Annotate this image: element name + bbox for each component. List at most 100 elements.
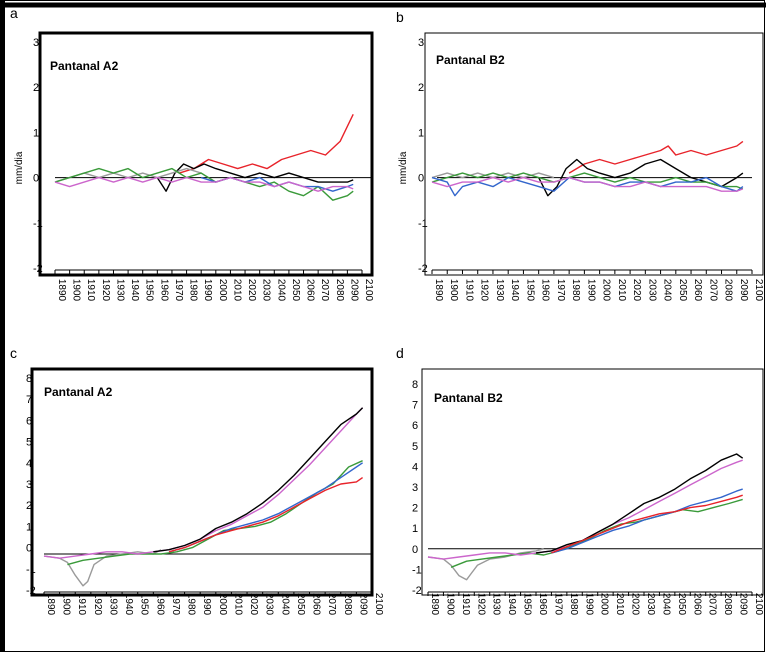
x-tick-label: 1990: [585, 279, 596, 302]
x-tick-label: 2060: [311, 593, 322, 616]
series-line-3: [43, 407, 364, 559]
y-tick-label: 2: [33, 82, 39, 94]
y-tick-label: 6: [26, 415, 32, 427]
x-tick-label: 1920: [100, 279, 111, 302]
series-line-4: [54, 167, 354, 201]
y-tick-label: 7: [26, 394, 32, 406]
panel-label-a: a: [10, 5, 18, 21]
plot-frame-d: [421, 368, 764, 596]
x-tick-label: 2050: [295, 593, 306, 616]
x-tick-label: 1970: [170, 593, 181, 616]
y-tick-label: -1: [33, 218, 43, 230]
y-tick-label: 2: [412, 503, 418, 515]
x-tick-label: 1930: [494, 279, 505, 302]
panel-title-b: Pantanal B2: [436, 53, 505, 67]
series-group-d: [427, 453, 744, 581]
y-tick-label: 1: [418, 127, 424, 139]
x-tick-label: 2090: [348, 279, 359, 302]
x-tick-label: 2020: [248, 593, 259, 616]
y-tick-label: 0: [33, 173, 39, 185]
x-tick-label: 2030: [646, 279, 657, 302]
x-tick-label: 1930: [114, 279, 125, 302]
y-tick-label: 3: [33, 37, 39, 49]
y-tick-label: 0: [26, 543, 32, 555]
y-tick-label: 0: [412, 544, 418, 556]
x-tick-label: 1960: [158, 279, 169, 302]
series-group-c: [43, 407, 364, 587]
panel-title-c: Pantanal A2: [44, 385, 113, 399]
x-tick-label: 2100: [753, 593, 764, 616]
series-line-6: [54, 176, 354, 192]
series-line-4: [535, 453, 744, 554]
x-tick-label: 1910: [463, 279, 474, 302]
x-tick-label: 2090: [738, 593, 749, 616]
y-tick-label: 3: [412, 482, 418, 494]
panel-b: b Pantanal B2 mm/dia 3 2 1 0 -1 -2 1890 1900 19…: [396, 9, 764, 302]
y-tick-label: 6: [412, 420, 418, 432]
plot-frame-a: [38, 31, 374, 277]
y-tick-label: 4: [412, 461, 418, 473]
x-tick-label: 2030: [261, 279, 272, 302]
y-tick-label: -2: [26, 585, 36, 597]
y-tick-label: 1: [33, 127, 39, 139]
x-tick-label: 1960: [540, 279, 551, 302]
x-tick-label: 1970: [555, 279, 566, 302]
x-tick-label: 2020: [631, 279, 642, 302]
y-tick-label: 3: [26, 479, 32, 491]
series-line-6: [168, 477, 363, 553]
x-tick-label: 2030: [645, 593, 656, 616]
series-line-1: [43, 549, 162, 587]
y-tick-label: 3: [418, 37, 424, 49]
y-tick-label: 4: [26, 458, 32, 470]
x-tick-label: 1900: [444, 593, 455, 616]
x-tick-label: 1940: [129, 279, 140, 302]
y-tick-label: -1: [26, 564, 36, 576]
x-ticks-d: 1890 1900 1910 1920 1930 1940 1950 1960 1970 1980…: [427, 591, 764, 616]
x-tick-label: 2070: [326, 593, 337, 616]
panel-label-c: c: [10, 345, 17, 361]
x-tick-label: 1910: [85, 279, 96, 302]
x-tick-label: 1920: [92, 593, 103, 616]
x-tick-label: 2010: [616, 279, 627, 302]
y-tick-label: -2: [418, 263, 428, 275]
series-line-1: [179, 113, 354, 174]
y-tick-label: 8: [412, 379, 418, 391]
x-tick-label: 2030: [264, 593, 275, 616]
x-tick-label: 2100: [753, 279, 764, 302]
x-tick-label: 1890: [45, 593, 56, 616]
y-tick-label: -2: [412, 585, 422, 597]
y-tick-label: 5: [26, 437, 32, 449]
x-tick-label: 2080: [722, 593, 733, 616]
panel-title-a: Pantanal A2: [50, 59, 119, 73]
x-ticks-a: 1890 1900 1910 1920 1930 1940 1950 1960 1970 1980…: [54, 269, 374, 302]
y-tick-label: 0: [418, 173, 424, 185]
x-tick-label: 2050: [290, 279, 301, 302]
x-tick-label: 1990: [583, 593, 594, 616]
x-tick-label: 2020: [246, 279, 257, 302]
x-tick-label: 1900: [71, 279, 82, 302]
x-tick-label: 2060: [691, 593, 702, 616]
x-tick-label: 2020: [630, 593, 641, 616]
x-tick-label: 1940: [509, 279, 520, 302]
series-group-b: [431, 140, 744, 197]
x-tick-label: 2080: [334, 279, 345, 302]
x-tick-label: 1980: [188, 279, 199, 302]
x-tick-label: 2060: [305, 279, 316, 302]
x-tick-label: 2080: [723, 279, 734, 302]
series-line-4: [153, 407, 364, 553]
x-tick-label: 1920: [479, 279, 490, 302]
x-tick-label: 1950: [524, 279, 535, 302]
y-ticks-b: 3 2 1 0 -1 -2: [418, 37, 428, 275]
x-tick-label: 1900: [61, 593, 72, 616]
x-tick-label: 2060: [692, 279, 703, 302]
series-line-2: [156, 163, 354, 192]
x-tick-label: 1940: [123, 593, 134, 616]
x-tick-label: 2070: [707, 279, 718, 302]
x-tick-label: 2000: [217, 593, 228, 616]
y-ticks-d: 8 7 6 5 4 3 2 1 0 -1 -2: [412, 379, 422, 597]
x-tick-label: 1960: [537, 593, 548, 616]
y-tick-label: 5: [412, 441, 418, 453]
x-tick-label: 2000: [599, 593, 610, 616]
y-tick-label: -2: [33, 263, 43, 275]
